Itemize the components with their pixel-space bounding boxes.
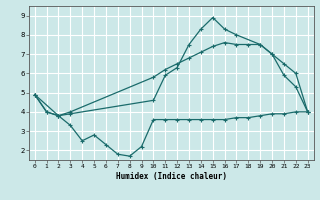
- X-axis label: Humidex (Indice chaleur): Humidex (Indice chaleur): [116, 172, 227, 181]
